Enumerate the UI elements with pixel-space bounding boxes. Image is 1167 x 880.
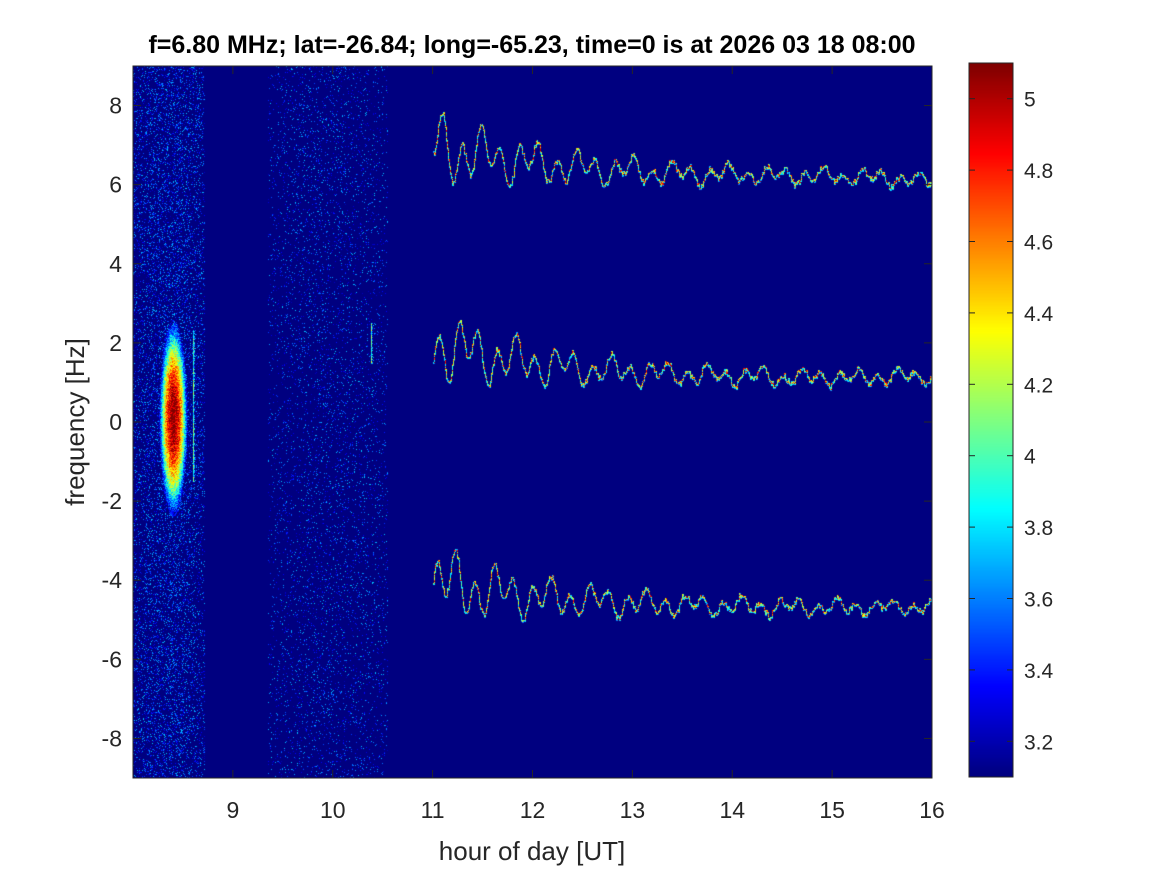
colorbar-tick-label: 3.2 [1024,731,1053,754]
y-axis-label: frequency [Hz] [60,338,90,506]
x-tick-label: 16 [919,797,945,823]
y-tick-label: -2 [102,488,122,514]
y-axis: 8 6 4 2 0 -2 -4 -6 -8 [102,93,932,751]
y-tick-label: 2 [109,330,122,356]
x-axis: 9 10 11 12 13 14 15 16 [226,66,945,823]
colorbar-tick-label: 3.6 [1024,589,1053,612]
plot-area [132,65,933,779]
y-tick-label: 6 [109,172,122,198]
x-tick-label: 10 [320,797,346,823]
colorbar-tick-label: 4.4 [1024,303,1054,326]
colorbar-tick-label: 3.4 [1024,660,1054,683]
colorbar-tick-label: 4.8 [1024,160,1053,183]
colorbar-tick-label: 4.2 [1024,374,1053,397]
colorbar-tick-label: 4.6 [1024,232,1053,255]
colorbar-gradient [969,63,1013,777]
y-tick-label: -6 [102,646,122,672]
colorbar-tick-label: 4 [1024,446,1036,469]
colorbar-tick-label: 3.8 [1024,517,1053,540]
colorbar-ticks: 5 4.8 4.6 4.4 4.2 4 3.8 3.6 3.4 3.2 [969,89,1054,754]
x-tick-label: 13 [620,797,646,823]
x-tick-label: 15 [819,797,845,823]
y-tick-label: 0 [109,409,122,435]
y-tick-label: 4 [109,251,122,277]
heatmap-image [133,66,932,778]
x-tick-label: 14 [719,797,745,823]
x-tick-label: 9 [226,797,239,823]
y-tick-label: -8 [102,725,122,751]
x-tick-label: 12 [520,797,546,823]
x-tick-label: 11 [421,797,445,823]
colorbar: 5 4.8 4.6 4.4 4.2 4 3.8 3.6 3.4 3.2 [968,62,1054,778]
chart-title: f=6.80 MHz; lat=-26.84; long=-65.23, tim… [148,31,915,59]
y-tick-label: -4 [102,567,123,593]
x-axis-label: hour of day [UT] [439,836,625,866]
colorbar-frame [968,62,1014,778]
y-tick-label: 8 [109,93,122,119]
colorbar-tick-label: 5 [1024,89,1036,112]
